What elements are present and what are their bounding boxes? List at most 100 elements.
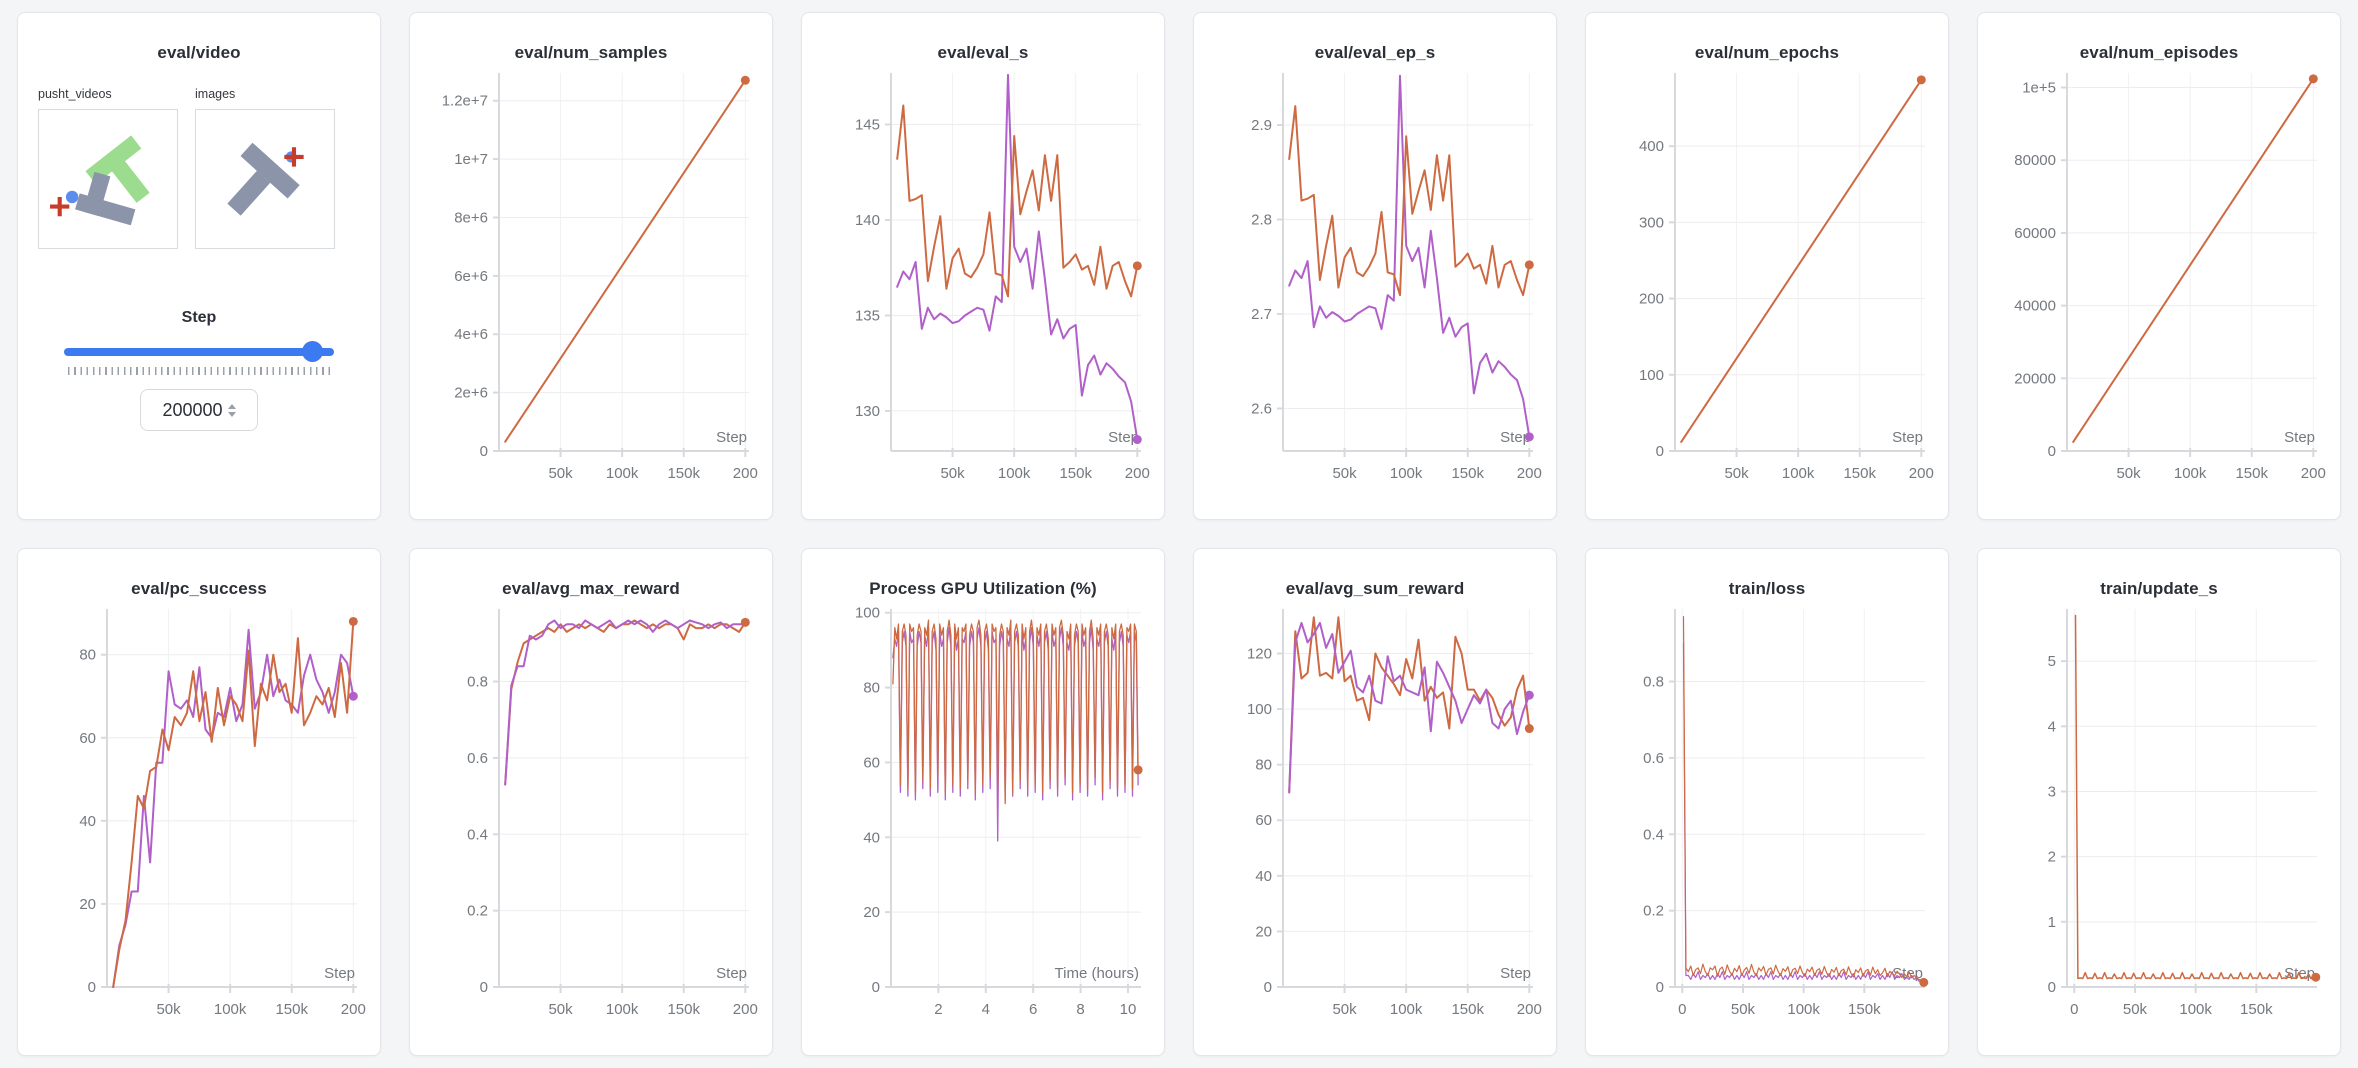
spinner-up-icon[interactable] [227, 403, 236, 409]
step-number-input[interactable]: 200000 [140, 389, 258, 431]
step-slider[interactable] [64, 341, 334, 363]
svg-text:80: 80 [79, 647, 96, 664]
series-line-run-purple [1288, 74, 1531, 438]
svg-text:2: 2 [2048, 849, 2056, 866]
svg-text:145: 145 [855, 117, 880, 134]
step-slider-ruler [68, 367, 330, 375]
svg-text:100: 100 [1247, 701, 1272, 718]
chart-panel-eval-avg-sum-reward[interactable]: eval/avg_sum_reward 0 20 40 60 80 100 120 50k 100… [1193, 548, 1557, 1056]
caption-images: images [195, 87, 236, 101]
svg-text:150k: 150k [667, 465, 700, 482]
series-line-run-orange [2072, 77, 2315, 443]
series-line-run-purple [896, 73, 1139, 441]
svg-text:0: 0 [1656, 979, 1664, 996]
video-thumbnail-pusht[interactable] [38, 109, 178, 249]
gray-t-shape [75, 171, 136, 226]
gray-t-shape [227, 142, 300, 216]
svg-text:100k: 100k [606, 465, 639, 482]
svg-text:50k: 50k [156, 1001, 181, 1018]
svg-text:100k: 100k [606, 1001, 639, 1018]
svg-text:6e+6: 6e+6 [454, 268, 488, 285]
svg-text:50k: 50k [940, 465, 965, 482]
goal-cross [284, 147, 304, 167]
chart-canvas: 0 20 40 60 80 100 2 4 6 8 10 Time (hours) [855, 605, 1143, 1018]
svg-text:150k: 150k [1451, 465, 1484, 482]
step-slider-label: Step [181, 309, 217, 326]
chart-canvas: 2.6 2.7 2.8 2.9 50k 100k 150k 200 Step [1251, 73, 1542, 482]
series-line-run-orange [896, 104, 1139, 298]
spinner-down-icon[interactable] [227, 411, 236, 417]
svg-text:100: 100 [1639, 367, 1664, 384]
series-end-dot-run-purple [348, 691, 358, 701]
image-thumbnail[interactable] [195, 109, 335, 249]
series-end-dot-run-orange [1132, 261, 1142, 271]
x-axis-label: Step [1892, 429, 1923, 446]
svg-text:150k: 150k [1843, 465, 1876, 482]
x-axis-label: Step [2284, 429, 2315, 446]
chart-title: eval/num_samples [514, 43, 668, 62]
series-line-run-orange [892, 619, 1139, 805]
svg-text:200: 200 [2301, 465, 2326, 482]
step-slider-track[interactable] [64, 348, 334, 356]
svg-text:80000: 80000 [2014, 152, 2056, 169]
chart-title: eval/avg_max_reward [502, 579, 680, 598]
series-line-run-orange [1288, 616, 1531, 794]
svg-text:40: 40 [863, 829, 880, 846]
chart-panel-process-gpu-utilization-[interactable]: Process GPU Utilization (%) 0 20 40 60 80 100 2… [801, 548, 1165, 1056]
series-end-dot-run-orange [1916, 75, 1926, 85]
svg-text:50k: 50k [548, 465, 573, 482]
svg-text:0.8: 0.8 [467, 674, 488, 691]
svg-text:100k: 100k [2179, 1001, 2212, 1018]
chart-panel-eval-eval-ep-s[interactable]: eval/eval_ep_s 2.6 2.7 2.8 2.9 50k 100k 150k 200… [1193, 12, 1557, 520]
svg-text:10: 10 [1120, 1001, 1137, 1018]
chart-panel-train-update-s[interactable]: train/update_s 0 1 2 3 4 5 0 50k 100k 150k Step [1977, 548, 2341, 1056]
svg-text:200: 200 [1639, 291, 1664, 308]
chart-panel-eval-num-episodes[interactable]: eval/num_episodes 0 20000 40000 60000 80000 1e… [1977, 12, 2341, 520]
svg-text:100k: 100k [998, 465, 1031, 482]
svg-text:60: 60 [79, 730, 96, 747]
chart-title: train/loss [1728, 579, 1806, 598]
series-line-run-orange [1288, 105, 1531, 297]
svg-text:0.2: 0.2 [1643, 903, 1664, 920]
x-axis-label: Step [324, 965, 355, 982]
chart-canvas: 0 0.2 0.4 0.6 0.8 50k 100k 150k 200 Step [467, 609, 758, 1018]
chart-panel-eval-pc-success[interactable]: eval/pc_success 0 20 40 60 80 50k 100k 150k 200 St… [17, 548, 381, 1056]
x-axis-label: Time (hours) [1055, 965, 1139, 982]
svg-text:100: 100 [855, 605, 880, 622]
svg-text:2.7: 2.7 [1251, 306, 1272, 323]
media-panel-title: eval/video [157, 43, 241, 62]
svg-text:200: 200 [341, 1001, 366, 1018]
svg-text:300: 300 [1639, 214, 1664, 231]
series-line-run-orange [504, 619, 747, 786]
svg-text:20: 20 [79, 896, 96, 913]
series-line-run-purple [1682, 642, 1925, 982]
chart-panel-eval-eval-s[interactable]: eval/eval_s 130 135 140 145 50k 100k 150k 200 Ste… [801, 12, 1165, 520]
chart-panel-eval-avg-max-reward[interactable]: eval/avg_max_reward 0 0.2 0.4 0.6 0.8 50k 100k 1… [409, 548, 773, 1056]
chart-panel-eval-num-samples[interactable]: eval/num_samples 0 2e+6 4e+6 6e+6 8e+6 1e+7 1.2… [409, 12, 773, 520]
media-panel-eval-video[interactable]: eval/video pusht_videos images [17, 12, 381, 520]
svg-text:150k: 150k [1451, 1001, 1484, 1018]
svg-text:200: 200 [1909, 465, 1934, 482]
chart-panel-train-loss[interactable]: train/loss 0 0.2 0.4 0.6 0.8 0 50k 100k 150k Step [1585, 548, 1949, 1056]
svg-text:2e+6: 2e+6 [454, 385, 488, 402]
svg-text:50k: 50k [1332, 1001, 1357, 1018]
chart-panel-eval-num-epochs[interactable]: eval/num_epochs 0 100 200 300 400 50k 100k 150k 2… [1585, 12, 1949, 520]
svg-text:50k: 50k [2123, 1001, 2148, 1018]
svg-text:150k: 150k [1848, 1001, 1881, 1018]
svg-text:0: 0 [480, 443, 488, 460]
series-line-run-orange [504, 79, 747, 443]
step-spinner[interactable] [227, 403, 236, 417]
svg-text:50k: 50k [1731, 1001, 1756, 1018]
svg-text:80: 80 [863, 680, 880, 697]
x-axis-label: Step [1108, 429, 1139, 446]
step-slider-handle[interactable] [301, 341, 323, 362]
series-end-dot-run-orange [2311, 972, 2321, 982]
svg-text:0.4: 0.4 [467, 826, 488, 843]
series-end-dot-run-orange [740, 75, 750, 85]
chart-canvas: 0 20 40 60 80 100 120 50k 100k 150k 200 Step [1247, 609, 1542, 1018]
x-axis-label: Step [1500, 965, 1531, 982]
svg-text:200: 200 [1517, 465, 1542, 482]
svg-text:140: 140 [855, 212, 880, 229]
svg-text:0.2: 0.2 [467, 903, 488, 920]
series-line-run-orange [1680, 78, 1923, 443]
